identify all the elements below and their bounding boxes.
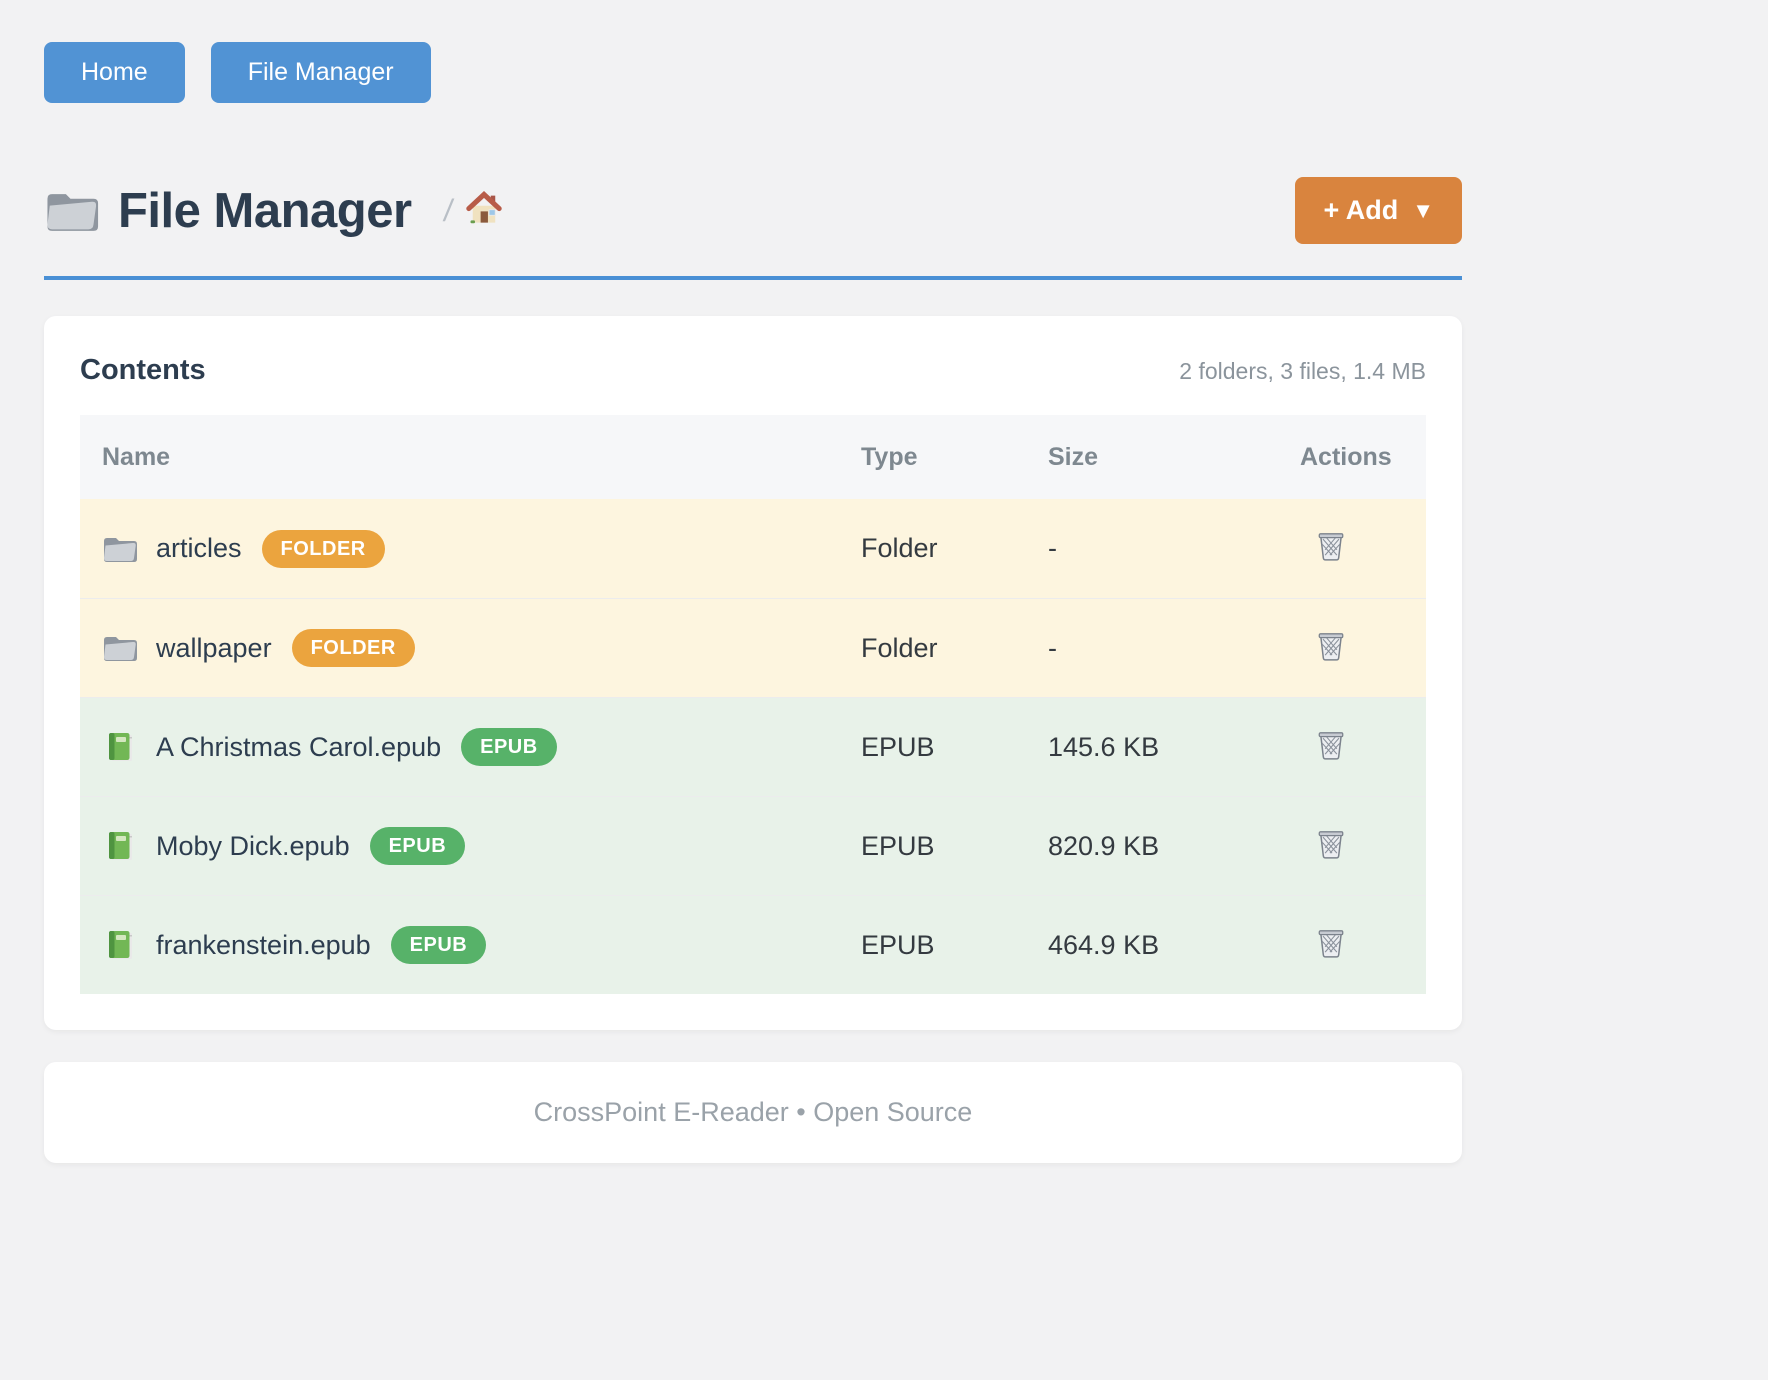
type-badge: EPUB xyxy=(461,728,557,766)
actions-cell xyxy=(1300,728,1426,767)
contents-card-header: Contents 2 folders, 3 files, 1.4 MB xyxy=(80,354,1426,387)
trash-icon xyxy=(1316,827,1346,862)
table-row: articles FOLDER Folder - xyxy=(80,499,1426,598)
delete-button[interactable] xyxy=(1300,728,1346,763)
file-size: 820.9 KB xyxy=(1048,830,1160,861)
book-icon xyxy=(102,830,138,862)
file-name[interactable]: wallpaper xyxy=(156,632,272,663)
type-cell: EPUB xyxy=(861,831,1048,862)
file-name[interactable]: articles xyxy=(156,533,242,563)
file-size: - xyxy=(1048,632,1057,663)
file-name[interactable]: A Christmas Carol.epub xyxy=(156,731,442,762)
name-cell: A Christmas Carol.epub EPUB xyxy=(80,728,861,766)
book-icon xyxy=(102,929,138,961)
folder-icon xyxy=(102,534,138,564)
add-button[interactable]: + Add ▼ xyxy=(1295,177,1462,244)
type-badge: FOLDER xyxy=(261,529,385,568)
file-table: Name Type Size Actions articles FOLDER F… xyxy=(80,415,1426,994)
size-cell: 820.9 KB xyxy=(1048,831,1300,862)
file-type: EPUB xyxy=(861,731,935,762)
name-cell: articles FOLDER xyxy=(80,529,861,568)
nav-file-manager-button[interactable]: File Manager xyxy=(210,42,431,103)
breadcrumb-separator: / xyxy=(441,192,455,228)
file-type: Folder xyxy=(861,632,938,663)
delete-button[interactable] xyxy=(1300,529,1346,564)
file-size: 464.9 KB xyxy=(1048,929,1160,960)
column-header-size: Size xyxy=(1048,442,1099,471)
type-cell: EPUB xyxy=(861,930,1048,961)
table-body: articles FOLDER Folder - wallpaper FOLDE… xyxy=(80,499,1426,994)
actions-cell xyxy=(1300,529,1426,568)
nav-home-button[interactable]: Home xyxy=(44,42,185,103)
page-header: File Manager / + Add ▼ xyxy=(44,177,1462,244)
name-cell: wallpaper FOLDER xyxy=(80,629,861,667)
type-cell: Folder xyxy=(861,633,1048,664)
size-cell: 464.9 KB xyxy=(1048,930,1300,961)
trash-icon xyxy=(1316,728,1346,763)
trash-icon xyxy=(1316,629,1346,664)
delete-button[interactable] xyxy=(1300,629,1346,664)
top-nav: Home File Manager xyxy=(44,42,1462,103)
actions-cell xyxy=(1300,629,1426,668)
chevron-down-icon: ▼ xyxy=(1412,197,1434,223)
actions-cell xyxy=(1300,827,1426,866)
table-header-row: Name Type Size Actions xyxy=(80,415,1426,499)
trash-icon xyxy=(1316,926,1346,961)
type-badge: FOLDER xyxy=(291,629,415,667)
title-group: File Manager / xyxy=(44,183,502,239)
file-name[interactable]: Moby Dick.epub xyxy=(156,830,350,861)
add-button-label: + Add xyxy=(1323,195,1399,225)
name-cell: frankenstein.epub EPUB xyxy=(80,926,861,964)
footer: CrossPoint E-Reader • Open Source xyxy=(44,1062,1462,1163)
type-badge: EPUB xyxy=(369,827,466,865)
footer-text: CrossPoint E-Reader • Open Source xyxy=(533,1097,973,1127)
folder-icon xyxy=(44,188,100,234)
trash-icon xyxy=(1316,529,1346,564)
actions-cell xyxy=(1300,926,1426,965)
file-type: EPUB xyxy=(861,929,935,960)
delete-button[interactable] xyxy=(1300,827,1346,862)
page: Home File Manager File Manager / xyxy=(44,42,1462,1163)
file-size: - xyxy=(1048,533,1057,563)
breadcrumb: / xyxy=(441,191,503,230)
table-row: wallpaper FOLDER Folder - xyxy=(80,598,1426,697)
column-header-type: Type xyxy=(861,442,918,471)
file-type: EPUB xyxy=(861,830,935,861)
accent-divider xyxy=(44,276,1462,280)
contents-summary: 2 folders, 3 files, 1.4 MB xyxy=(1179,358,1426,384)
page-title: File Manager xyxy=(118,183,412,238)
size-cell: 145.6 KB xyxy=(1048,732,1300,763)
size-cell: - xyxy=(1048,533,1300,564)
table-row: frankenstein.epub EPUB EPUB 464.9 KB xyxy=(80,895,1426,994)
delete-button[interactable] xyxy=(1300,926,1346,961)
table-row: Moby Dick.epub EPUB EPUB 820.9 KB xyxy=(80,796,1426,895)
file-size: 145.6 KB xyxy=(1048,731,1160,762)
contents-card: Contents 2 folders, 3 files, 1.4 MB Name… xyxy=(44,316,1462,1030)
name-cell: Moby Dick.epub EPUB xyxy=(80,827,861,865)
file-type: Folder xyxy=(861,533,938,563)
folder-icon xyxy=(102,633,138,663)
column-header-name: Name xyxy=(102,442,171,471)
type-badge: EPUB xyxy=(390,926,487,964)
contents-heading: Contents xyxy=(80,354,206,386)
book-icon xyxy=(102,731,138,763)
house-icon[interactable] xyxy=(466,191,502,230)
file-name[interactable]: frankenstein.epub xyxy=(156,929,371,960)
type-cell: EPUB xyxy=(861,732,1048,763)
table-row: A Christmas Carol.epub EPUB EPUB 145.6 K… xyxy=(80,697,1426,796)
type-cell: Folder xyxy=(861,533,1048,564)
column-header-actions: Actions xyxy=(1300,442,1392,471)
size-cell: - xyxy=(1048,633,1300,664)
